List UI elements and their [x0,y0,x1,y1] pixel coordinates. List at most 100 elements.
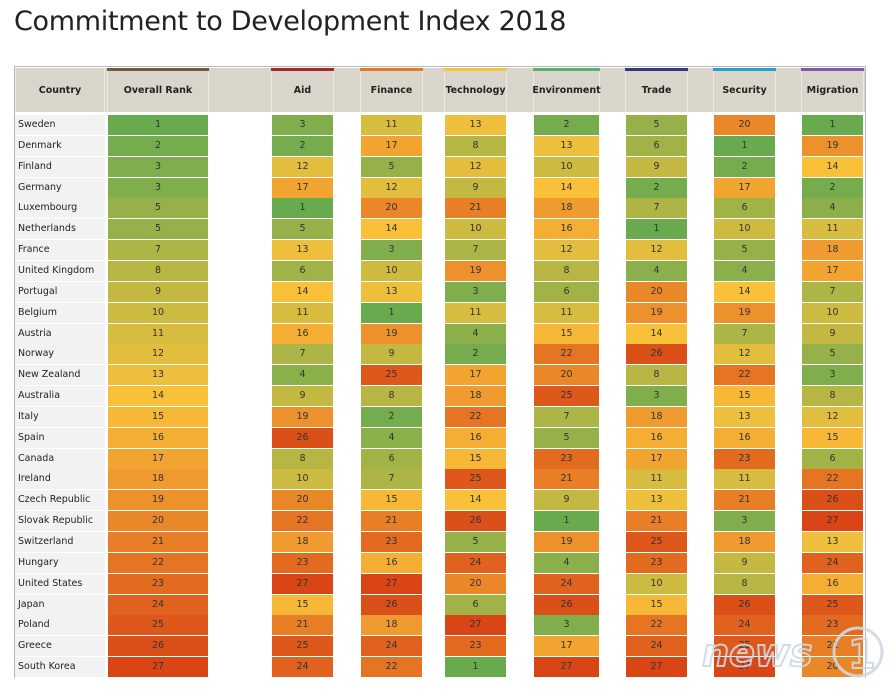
rank-cell-japan-overall-rank: 24 [108,594,208,615]
rank-cell-australia-technology: 18 [445,386,506,407]
country-label-switzerland: Switzerland [15,532,105,552]
rank-cell-belgium-security: 19 [714,302,775,323]
rank-cell-france-finance: 3 [361,240,422,261]
rank-cell-greece-environment: 17 [534,636,599,657]
rank-cell-germany-migration: 2 [802,177,863,198]
rank-cell-portugal-aid: 14 [272,281,333,302]
rank-cell-south-korea-aid: 24 [272,657,333,678]
rank-cell-denmark-finance: 17 [361,135,422,156]
rank-cell-luxembourg-security: 6 [714,198,775,219]
rank-cell-united-kingdom-finance: 10 [361,260,422,281]
rank-cell-switzerland-trade: 25 [626,532,687,552]
rank-cell-canada-security: 23 [714,448,775,469]
rank-cell-poland-technology: 27 [445,615,506,636]
rank-cell-norway-environment: 22 [534,344,599,365]
rank-cell-australia-environment: 25 [534,386,599,407]
rank-cell-portugal-overall-rank: 9 [108,281,208,302]
country-label-czech-republic: Czech Republic [15,490,105,511]
rank-cell-norway-finance: 9 [361,344,422,365]
country-label-ireland: Ireland [15,469,105,490]
rank-cell-united-kingdom-technology: 19 [445,260,506,281]
rank-cell-new-zealand-security: 22 [714,365,775,386]
rank-cell-ireland-security: 11 [714,469,775,490]
rank-cell-germany-technology: 9 [445,177,506,198]
rank-cell-slovak-republic-environment: 1 [534,511,599,532]
rank-cell-slovak-republic-security: 3 [714,511,775,532]
column-header-migration: Migration [801,68,864,112]
country-label-greece: Greece [15,636,105,657]
rank-cell-hungary-trade: 23 [626,552,687,573]
rank-cell-luxembourg-finance: 20 [361,198,422,219]
rank-cell-united-kingdom-aid: 6 [272,260,333,281]
rank-cell-denmark-security: 1 [714,135,775,156]
rank-cell-united-states-trade: 10 [626,573,687,594]
rank-cell-hungary-security: 9 [714,552,775,573]
rank-cell-austria-technology: 4 [445,323,506,344]
rank-cell-slovak-republic-trade: 21 [626,511,687,532]
rank-cell-portugal-technology: 3 [445,281,506,302]
rank-cell-austria-aid: 16 [272,323,333,344]
rank-cell-france-security: 5 [714,240,775,261]
rank-cell-south-korea-finance: 22 [361,657,422,678]
rank-cell-united-states-aid: 27 [272,573,333,594]
rank-cell-germany-environment: 14 [534,177,599,198]
country-label-south-korea: South Korea [15,657,105,678]
news1-watermark-logo: news 1 [701,626,884,679]
rank-cell-greece-finance: 24 [361,636,422,657]
country-label-japan: Japan [15,594,105,615]
rank-cell-italy-trade: 18 [626,406,687,427]
rank-cell-south-korea-migration: 20 [802,657,863,678]
country-label-sweden: Sweden [15,115,105,135]
rank-cell-australia-overall-rank: 14 [108,386,208,407]
rank-cell-spain-finance: 4 [361,427,422,448]
rank-cell-portugal-migration: 7 [802,281,863,302]
rank-cell-united-states-environment: 24 [534,573,599,594]
column-header-environment: Environment [532,68,601,112]
rank-cell-new-zealand-migration: 3 [802,365,863,386]
rank-cell-canada-overall-rank: 17 [108,448,208,469]
rank-cell-ireland-aid: 10 [272,469,333,490]
rank-cell-switzerland-migration: 13 [802,532,863,552]
rank-cell-netherlands-technology: 10 [445,219,506,240]
column-accent-overall-rank [107,68,209,71]
column-header-technology: Technology [444,68,507,112]
rank-cell-hungary-migration: 24 [802,552,863,573]
rank-cell-greece-overall-rank: 26 [108,636,208,657]
rank-cell-sweden-security: 20 [714,115,775,135]
rank-cell-south-korea-overall-rank: 27 [108,657,208,678]
rank-cell-sweden-aid: 3 [272,115,333,135]
rank-cell-netherlands-overall-rank: 5 [108,219,208,240]
rank-cell-greece-technology: 23 [445,636,506,657]
rank-cell-france-migration: 18 [802,240,863,261]
rank-cell-ireland-trade: 11 [626,469,687,490]
svg-text:news: news [702,631,813,675]
rank-cell-spain-security: 16 [714,427,775,448]
rank-cell-united-kingdom-migration: 17 [802,260,863,281]
country-label-canada: Canada [15,448,105,469]
rank-cell-germany-security: 17 [714,177,775,198]
rank-cell-canada-finance: 6 [361,448,422,469]
rank-cell-united-kingdom-trade: 4 [626,260,687,281]
rank-cell-slovak-republic-finance: 21 [361,511,422,532]
country-label-poland: Poland [15,615,105,636]
rank-cell-germany-overall-rank: 3 [108,177,208,198]
rank-cell-norway-overall-rank: 12 [108,344,208,365]
rank-cell-ireland-technology: 25 [445,469,506,490]
column-header-overall-rank: Overall Rank [107,68,209,112]
rank-cell-italy-security: 13 [714,406,775,427]
rank-cell-hungary-aid: 23 [272,552,333,573]
rank-cell-denmark-aid: 2 [272,135,333,156]
column-accent-finance [360,68,423,71]
rank-cell-denmark-overall-rank: 2 [108,135,208,156]
rank-cell-canada-trade: 17 [626,448,687,469]
rank-cell-norway-migration: 5 [802,344,863,365]
rank-cell-germany-finance: 12 [361,177,422,198]
rank-cell-new-zealand-overall-rank: 13 [108,365,208,386]
rank-cell-germany-trade: 2 [626,177,687,198]
table-frame [14,66,866,678]
rank-cell-united-states-finance: 27 [361,573,422,594]
rank-cell-poland-aid: 21 [272,615,333,636]
rank-cell-netherlands-finance: 14 [361,219,422,240]
rank-cell-italy-technology: 22 [445,406,506,427]
rank-cell-norway-trade: 26 [626,344,687,365]
